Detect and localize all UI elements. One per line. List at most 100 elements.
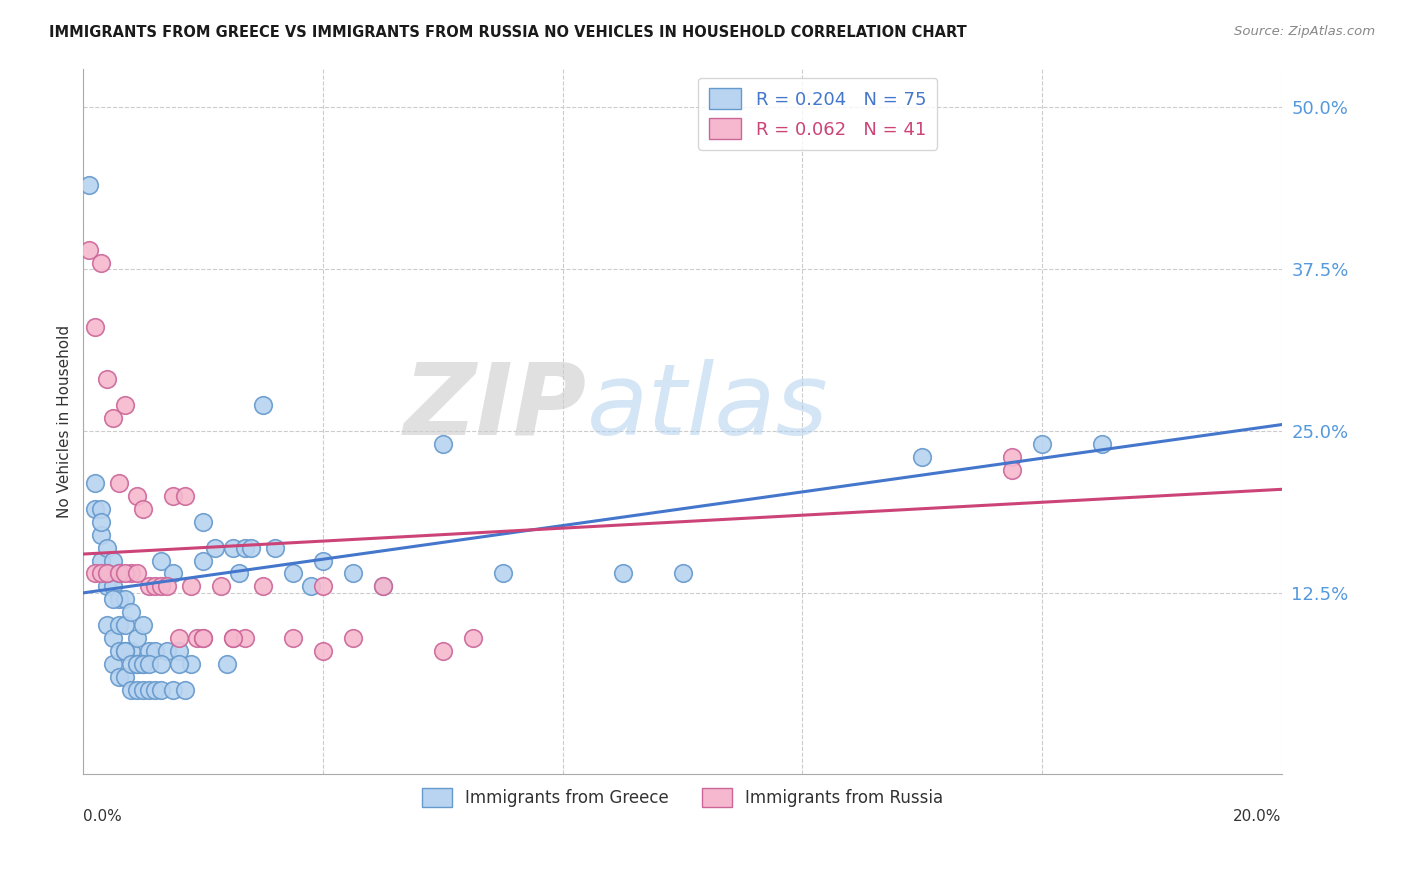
Legend: Immigrants from Greece, Immigrants from Russia: Immigrants from Greece, Immigrants from … (413, 780, 952, 815)
Point (96, 618, 118, 632)
Point (120, 683, 142, 698)
Point (103, 411, 125, 425)
Point (96, 579, 118, 593)
Point (90, 515, 112, 529)
Point (103, 592, 125, 607)
Point (114, 398, 136, 412)
Point (371, 579, 394, 593)
Point (612, 566, 634, 581)
Point (90, 256, 112, 270)
Point (84, 320, 107, 334)
Point (167, 657, 190, 671)
Point (191, 515, 214, 529)
Point (132, 618, 155, 632)
Point (371, 579, 394, 593)
Point (138, 657, 160, 671)
Point (492, 566, 515, 581)
Point (114, 618, 136, 632)
Point (108, 566, 131, 581)
Point (191, 553, 214, 567)
Point (114, 644, 136, 658)
Point (108, 670, 131, 684)
Point (79, 243, 101, 257)
Point (217, 657, 239, 671)
Point (461, 631, 484, 645)
Point (150, 579, 173, 593)
Point (180, 657, 202, 671)
Point (143, 683, 166, 698)
Point (911, 450, 934, 464)
Point (127, 657, 149, 671)
Point (114, 592, 136, 607)
Point (204, 541, 226, 555)
Text: 0.0%: 0.0% (83, 809, 122, 824)
Point (132, 657, 155, 671)
Point (228, 566, 250, 581)
Point (233, 631, 256, 645)
Point (90, 501, 112, 516)
Y-axis label: No Vehicles in Household: No Vehicles in Household (58, 325, 72, 518)
Point (281, 566, 304, 581)
Point (174, 683, 197, 698)
Point (1031, 437, 1053, 451)
Point (79, 178, 101, 192)
Point (252, 579, 274, 593)
Point (143, 644, 166, 658)
Point (120, 644, 142, 658)
Point (108, 475, 131, 490)
Point (150, 683, 173, 698)
Point (186, 631, 208, 645)
Point (156, 644, 179, 658)
Point (432, 437, 454, 451)
Point (222, 631, 245, 645)
Point (84, 475, 107, 490)
Point (108, 566, 131, 581)
Point (138, 644, 160, 658)
Point (209, 579, 232, 593)
Point (312, 644, 335, 658)
Point (312, 553, 335, 567)
Point (120, 657, 142, 671)
Point (96, 566, 118, 581)
Point (96, 372, 118, 386)
Point (1001, 463, 1024, 477)
Point (162, 683, 184, 698)
Point (132, 657, 155, 671)
Point (138, 579, 160, 593)
Point (108, 618, 131, 632)
Point (162, 566, 184, 581)
Point (312, 579, 335, 593)
Point (264, 541, 287, 555)
Point (127, 566, 149, 581)
Point (108, 644, 131, 658)
Point (114, 670, 136, 684)
Text: ZIP: ZIP (404, 359, 586, 456)
Point (1001, 450, 1024, 464)
Point (281, 631, 304, 645)
Point (233, 541, 256, 555)
Point (96, 566, 118, 581)
Point (84, 501, 107, 516)
Point (127, 631, 149, 645)
Text: atlas: atlas (586, 359, 828, 456)
Point (222, 631, 245, 645)
Text: IMMIGRANTS FROM GREECE VS IMMIGRANTS FROM RUSSIA NO VEHICLES IN HOUSEHOLD CORREL: IMMIGRANTS FROM GREECE VS IMMIGRANTS FRO… (49, 25, 967, 40)
Point (120, 605, 142, 619)
Point (143, 579, 166, 593)
Point (432, 644, 454, 658)
Point (240, 541, 263, 555)
Text: 20.0%: 20.0% (1233, 809, 1282, 824)
Point (103, 579, 125, 593)
Point (150, 657, 173, 671)
Point (103, 631, 125, 645)
Point (127, 683, 149, 698)
Point (90, 527, 112, 541)
Point (103, 657, 125, 671)
Point (150, 553, 173, 567)
Text: Source: ZipAtlas.com: Source: ZipAtlas.com (1234, 25, 1375, 38)
Point (191, 631, 214, 645)
Point (156, 579, 179, 593)
Point (96, 541, 118, 555)
Point (103, 553, 125, 567)
Point (132, 501, 155, 516)
